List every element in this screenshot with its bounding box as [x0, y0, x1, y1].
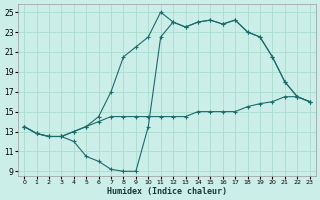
X-axis label: Humidex (Indice chaleur): Humidex (Indice chaleur) — [107, 187, 227, 196]
